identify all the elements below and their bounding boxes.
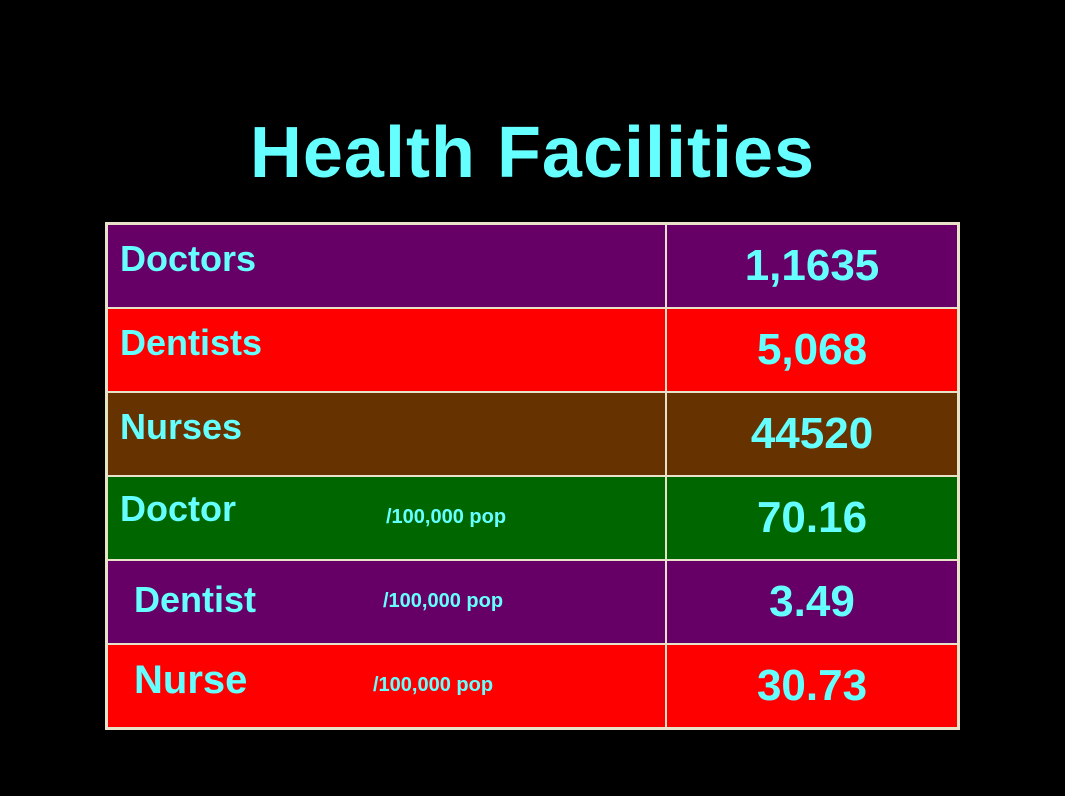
row-value: 3.49 [665,559,960,645]
row-label-cell: Doctors [105,222,667,309]
row-value: 5,068 [665,307,960,393]
row-unit: /100,000 pop [383,590,504,612]
table-row-dentists: Dentists 5,068 [105,307,960,393]
row-value: 44520 [665,391,960,477]
row-unit: /100,000 pop [373,674,494,696]
row-label: Dentist [134,579,257,620]
row-label: Doctors [120,238,257,279]
slide-title: Health Facilities [249,113,816,193]
row-label-cell: Nurse /100,000 pop [105,643,667,730]
table-row-nurses: Nurses 44520 [105,391,960,477]
row-label: Nurses [120,406,243,447]
table-row-doctor-per-pop: Doctor /100,000 pop 70.16 [105,475,960,561]
row-label-cell: Nurses [105,391,667,477]
row-unit: /100,000 pop [386,506,507,528]
row-value: 30.73 [665,643,960,730]
row-value: 70.16 [665,475,960,561]
facilities-table: Doctors 1,1635 Dentists 5,068 Nurses 445… [105,222,960,730]
row-label-cell: Dentists [105,307,667,393]
row-label: Doctor [120,488,236,529]
table-row-dentist-per-pop: Dentist /100,000 pop 3.49 [105,559,960,645]
row-label-cell: Dentist /100,000 pop [105,559,667,645]
row-value: 1,1635 [665,222,960,309]
row-label-cell: Doctor /100,000 pop [105,475,667,561]
row-label: Dentists [120,322,263,363]
table-row-doctors: Doctors 1,1635 [105,222,960,309]
table-row-nurse-per-pop: Nurse /100,000 pop 30.73 [105,643,960,730]
row-label: Nurse [134,657,248,702]
